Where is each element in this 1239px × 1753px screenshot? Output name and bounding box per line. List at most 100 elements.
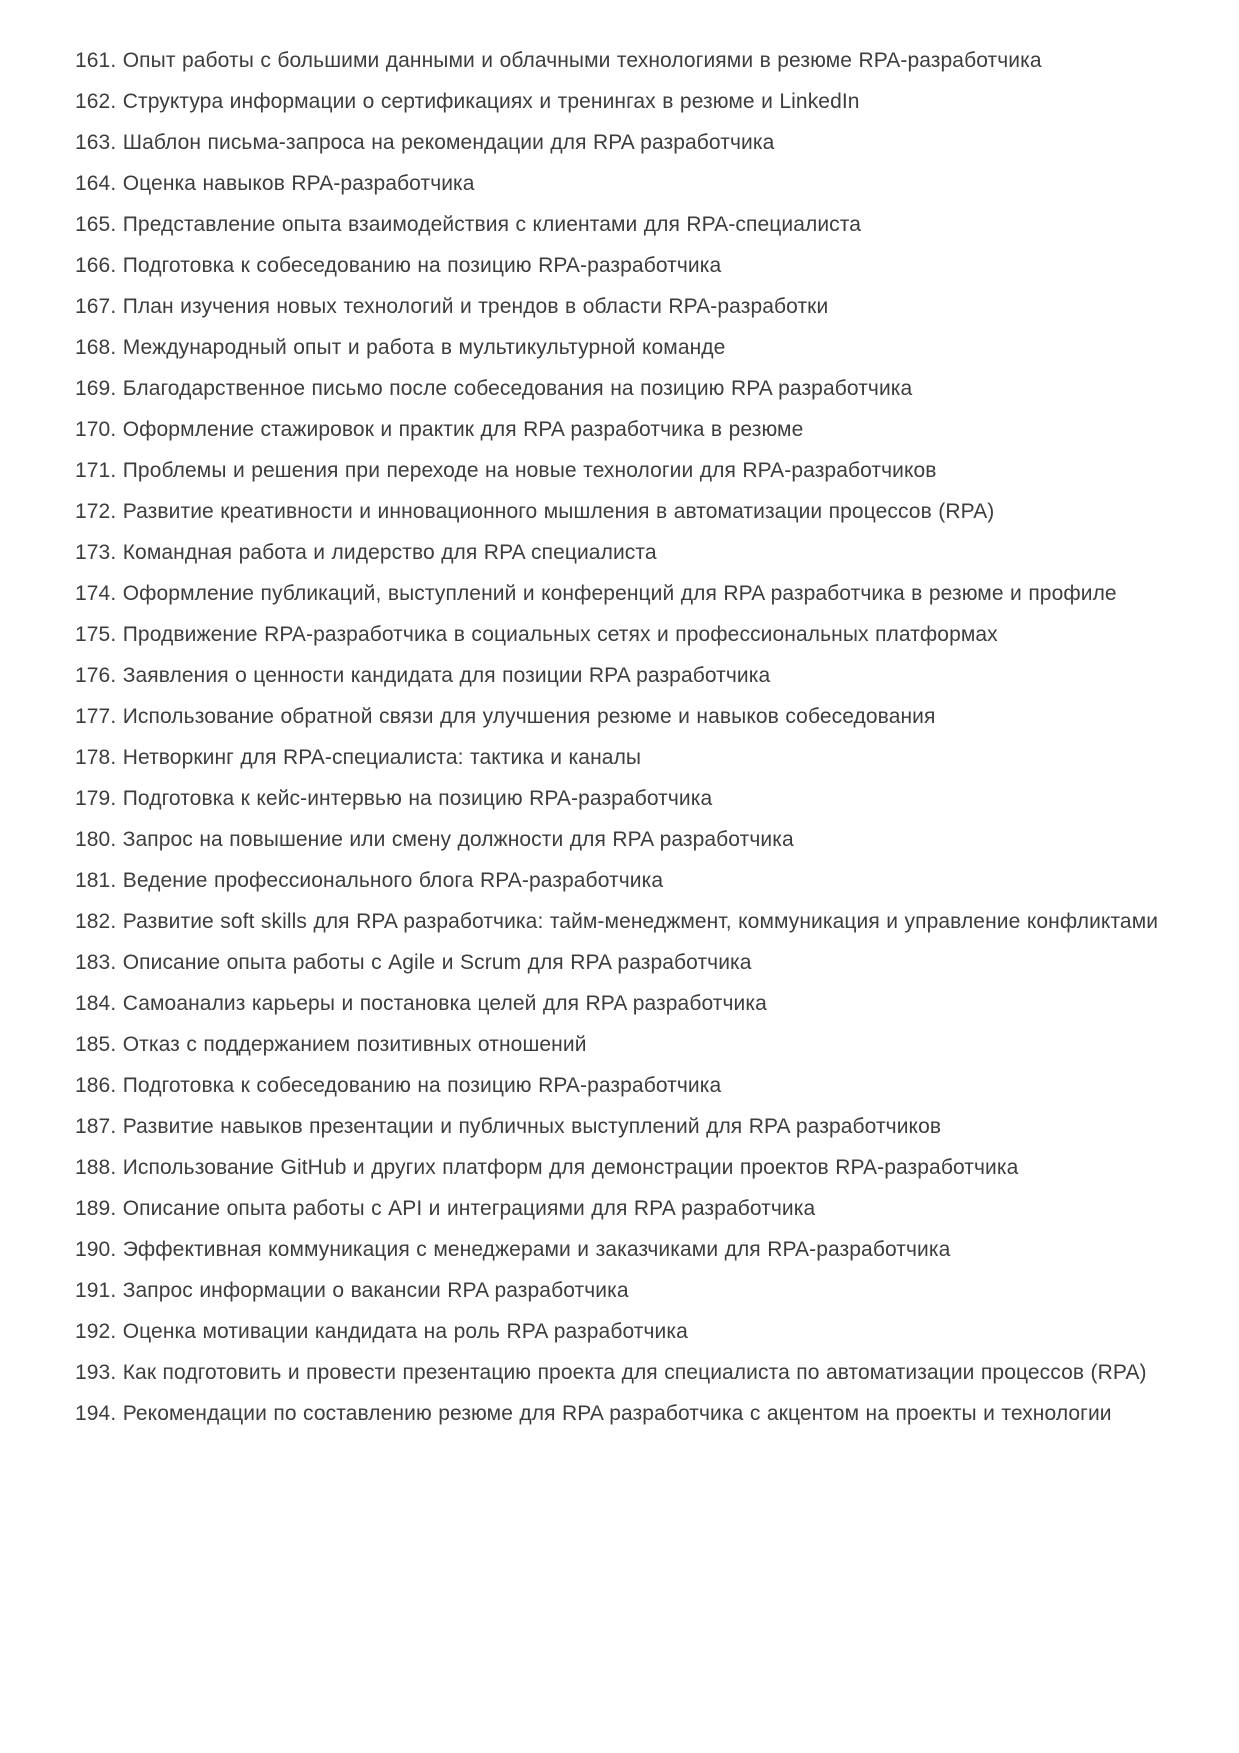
- list-item: 161. Опыт работы с большими данными и об…: [75, 40, 1167, 81]
- list-item: 182. Развитие soft skills для RPA разраб…: [75, 901, 1167, 942]
- list-item: 190. Эффективная коммуникация с менеджер…: [75, 1229, 1167, 1270]
- list-item: 177. Использование обратной связи для ул…: [75, 696, 1167, 737]
- list-item: 178. Нетворкинг для RPA-специалиста: так…: [75, 737, 1167, 778]
- list-item: 180. Запрос на повышение или смену должн…: [75, 819, 1167, 860]
- list-item: 166. Подготовка к собеседованию на позиц…: [75, 245, 1167, 286]
- item-text: Развитие креативности и инновационного м…: [122, 500, 995, 523]
- list-item: 173. Командная работа и лидерство для RP…: [75, 532, 1167, 573]
- list-item: 184. Самоанализ карьеры и постановка цел…: [75, 983, 1167, 1024]
- list-item: 187. Развитие навыков презентации и публ…: [75, 1106, 1167, 1147]
- list-item: 163. Шаблон письма-запроса на рекомендац…: [75, 122, 1167, 163]
- item-text: Отказ с поддержанием позитивных отношени…: [122, 1033, 587, 1056]
- list-item: 194. Рекомендации по составлению резюме …: [75, 1393, 1167, 1434]
- item-text: Командная работа и лидерство для RPA спе…: [122, 541, 657, 564]
- item-number: 172.: [75, 500, 117, 523]
- list-item: 168. Международный опыт и работа в мульт…: [75, 327, 1167, 368]
- item-text: Описание опыта работы с Agile и Scrum дл…: [122, 951, 752, 974]
- item-text: Оценка навыков RPA-разработчика: [122, 172, 475, 195]
- item-text: Оформление публикаций, выступлений и кон…: [122, 582, 1117, 605]
- item-number: 183.: [75, 951, 117, 974]
- item-text: Опыт работы с большими данными и облачны…: [122, 49, 1042, 72]
- item-text: Структура информации о сертификациях и т…: [122, 90, 860, 113]
- item-number: 178.: [75, 746, 117, 769]
- item-text: Использование обратной связи для улучшен…: [122, 705, 936, 728]
- item-number: 185.: [75, 1033, 117, 1056]
- item-text: Благодарственное письмо после собеседова…: [122, 377, 913, 400]
- item-number: 191.: [75, 1279, 117, 1302]
- item-text: Оценка мотивации кандидата на роль RPA р…: [122, 1320, 688, 1343]
- list-item: 175. Продвижение RPA-разработчика в соци…: [75, 614, 1167, 655]
- item-text: План изучения новых технологий и трендов…: [122, 295, 829, 318]
- list-item: 183. Описание опыта работы с Agile и Scr…: [75, 942, 1167, 983]
- item-number: 171.: [75, 459, 117, 482]
- item-text: Описание опыта работы с API и интеграция…: [122, 1197, 816, 1220]
- numbered-list: 161. Опыт работы с большими данными и об…: [75, 40, 1167, 1434]
- item-text: Использование GitHub и других платформ д…: [122, 1156, 1019, 1179]
- document-page: 161. Опыт работы с большими данными и об…: [75, 40, 1167, 1434]
- item-text: Оформление стажировок и практик для RPA …: [122, 418, 804, 441]
- item-number: 164.: [75, 172, 117, 195]
- item-number: 176.: [75, 664, 117, 687]
- item-number: 163.: [75, 131, 117, 154]
- item-number: 170.: [75, 418, 117, 441]
- item-text: Продвижение RPA-разработчика в социальны…: [122, 623, 998, 646]
- item-text: Самоанализ карьеры и постановка целей дл…: [122, 992, 767, 1015]
- item-number: 162.: [75, 90, 117, 113]
- list-item: 185. Отказ с поддержанием позитивных отн…: [75, 1024, 1167, 1065]
- list-item: 189. Описание опыта работы с API и интег…: [75, 1188, 1167, 1229]
- item-number: 174.: [75, 582, 117, 605]
- item-text: Развитие навыков презентации и публичных…: [122, 1115, 942, 1138]
- item-text: Проблемы и решения при переходе на новые…: [122, 459, 937, 482]
- item-number: 184.: [75, 992, 117, 1015]
- list-item: 170. Оформление стажировок и практик для…: [75, 409, 1167, 450]
- item-number: 182.: [75, 910, 117, 933]
- item-text: Запрос информации о вакансии RPA разрабо…: [122, 1279, 629, 1302]
- item-number: 193.: [75, 1361, 117, 1384]
- list-item: 188. Использование GitHub и других платф…: [75, 1147, 1167, 1188]
- item-number: 192.: [75, 1320, 117, 1343]
- item-text: Подготовка к собеседованию на позицию RP…: [122, 1074, 722, 1097]
- item-number: 165.: [75, 213, 117, 236]
- item-text: Эффективная коммуникация с менеджерами и…: [122, 1238, 951, 1261]
- item-text: Нетворкинг для RPA-специалиста: тактика …: [122, 746, 642, 769]
- list-item: 186. Подготовка к собеседованию на позиц…: [75, 1065, 1167, 1106]
- item-number: 175.: [75, 623, 117, 646]
- item-text: Подготовка к собеседованию на позицию RP…: [122, 254, 722, 277]
- list-item: 169. Благодарственное письмо после собес…: [75, 368, 1167, 409]
- list-item: 171. Проблемы и решения при переходе на …: [75, 450, 1167, 491]
- item-number: 188.: [75, 1156, 117, 1179]
- list-item: 172. Развитие креативности и инновационн…: [75, 491, 1167, 532]
- list-item: 167. План изучения новых технологий и тр…: [75, 286, 1167, 327]
- list-item: 179. Подготовка к кейс-интервью на позиц…: [75, 778, 1167, 819]
- item-text: Ведение профессионального блога RPA-разр…: [122, 869, 664, 892]
- item-number: 190.: [75, 1238, 117, 1261]
- item-text: Подготовка к кейс-интервью на позицию RP…: [122, 787, 713, 810]
- item-text: Развитие soft skills для RPA разработчик…: [122, 910, 1159, 933]
- item-text: Заявления о ценности кандидата для позиц…: [122, 664, 771, 687]
- list-item: 193. Как подготовить и провести презента…: [75, 1352, 1167, 1393]
- item-number: 179.: [75, 787, 117, 810]
- list-item: 162. Структура информации о сертификация…: [75, 81, 1167, 122]
- list-item: 176. Заявления о ценности кандидата для …: [75, 655, 1167, 696]
- list-item: 174. Оформление публикаций, выступлений …: [75, 573, 1167, 614]
- item-number: 181.: [75, 869, 117, 892]
- item-text: Шаблон письма-запроса на рекомендации дл…: [122, 131, 775, 154]
- item-text: Рекомендации по составлению резюме для R…: [122, 1402, 1112, 1425]
- item-number: 169.: [75, 377, 117, 400]
- item-text: Международный опыт и работа в мультикуль…: [122, 336, 726, 359]
- item-number: 187.: [75, 1115, 117, 1138]
- item-number: 167.: [75, 295, 117, 318]
- list-item: 181. Ведение профессионального блога RPA…: [75, 860, 1167, 901]
- list-item: 191. Запрос информации о вакансии RPA ра…: [75, 1270, 1167, 1311]
- list-item: 192. Оценка мотивации кандидата на роль …: [75, 1311, 1167, 1352]
- item-number: 194.: [75, 1402, 117, 1425]
- item-number: 186.: [75, 1074, 117, 1097]
- item-number: 173.: [75, 541, 117, 564]
- item-number: 189.: [75, 1197, 117, 1220]
- list-item: 164. Оценка навыков RPA-разработчика: [75, 163, 1167, 204]
- list-item: 165. Представление опыта взаимодействия …: [75, 204, 1167, 245]
- item-text: Как подготовить и провести презентацию п…: [122, 1361, 1147, 1384]
- item-number: 180.: [75, 828, 117, 851]
- item-text: Представление опыта взаимодействия с кли…: [122, 213, 862, 236]
- item-number: 166.: [75, 254, 117, 277]
